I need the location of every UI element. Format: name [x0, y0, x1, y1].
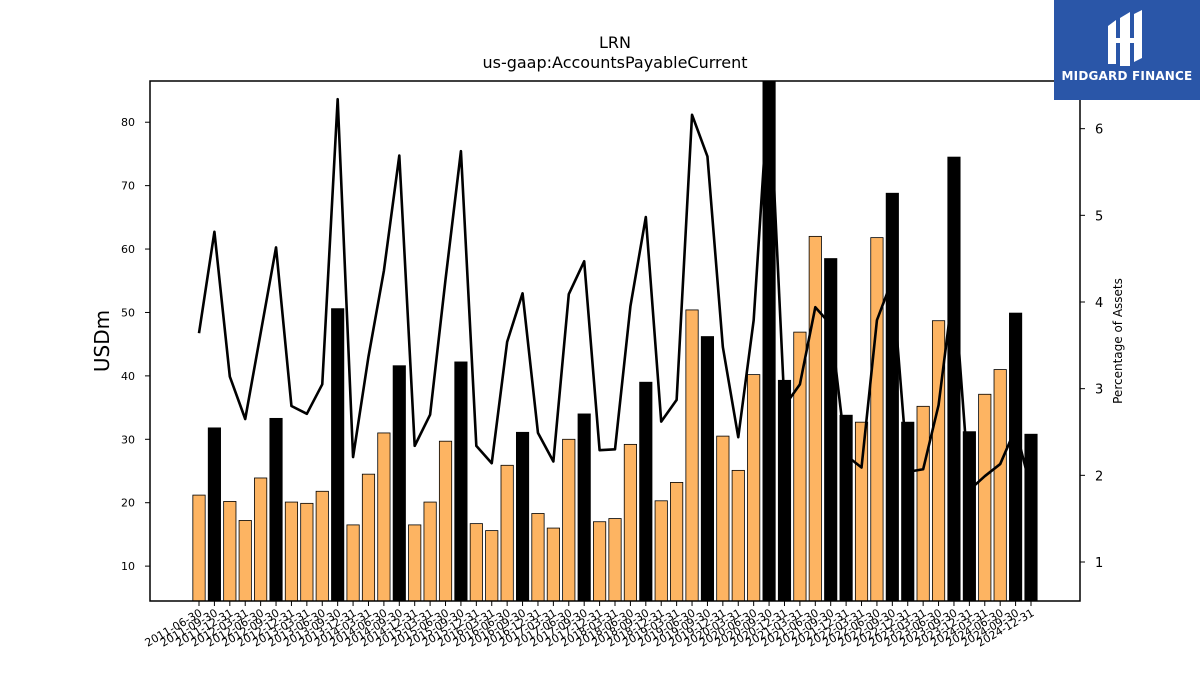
- bar-2023-12-31: [962, 431, 976, 602]
- bar-2018-12-31: [654, 500, 668, 602]
- y-tick-label: 50: [121, 306, 135, 319]
- bar-2014-03-31: [361, 473, 376, 602]
- bar-2021-03-31: [793, 331, 807, 602]
- right-axis-ticks: 1 2 3 4 5 6: [1080, 123, 1103, 571]
- bar-2012-03-31: [238, 520, 252, 602]
- bar-2015-03-31: [423, 501, 437, 602]
- y2-tick-label: 4: [1095, 296, 1103, 311]
- bar-2011-06-30: [192, 494, 206, 602]
- bar-2013-12-31: [346, 524, 360, 602]
- bar-2011-09-30: [207, 427, 221, 602]
- bar-series: [192, 80, 1038, 602]
- y2-tick-label: 5: [1095, 209, 1103, 224]
- bar-2014-09-30: [392, 365, 406, 602]
- bar-2019-03-31: [670, 482, 684, 602]
- bar-2020-06-30: [747, 374, 761, 602]
- bar-2015-09-30: [454, 361, 468, 602]
- bar-2014-12-31: [408, 524, 422, 602]
- y-tick-label: 40: [121, 370, 135, 383]
- y-tick-label: 60: [121, 243, 135, 256]
- percentage-of-assets-line: [197, 80, 1033, 492]
- y-tick-label: 20: [121, 497, 135, 510]
- bar-2020-12-31: [777, 379, 792, 602]
- y2-tick-label: 3: [1095, 383, 1103, 398]
- bar-2018-03-31: [608, 518, 622, 602]
- bar-2012-09-30: [269, 417, 283, 602]
- y2-axis-label: Percentage of Assets: [1111, 278, 1125, 404]
- y-tick-label: 10: [121, 560, 135, 573]
- y-tick-label: 70: [121, 180, 135, 193]
- bar-2016-06-30: [500, 464, 514, 602]
- bar-2017-06-30: [562, 438, 576, 602]
- chart-subtitle: us-gaap:AccountsPayableCurrent: [482, 53, 747, 72]
- y2-tick-label: 6: [1095, 123, 1103, 138]
- bar-2018-06-30: [623, 443, 637, 602]
- bar-2012-06-30: [254, 477, 268, 602]
- y2-tick-label: 1: [1095, 556, 1103, 571]
- bar-2024-06-30: [993, 369, 1007, 602]
- bar-2021-12-31: [839, 414, 853, 602]
- midgard-finance-logo: MIDGARD FINANCE: [1054, 0, 1200, 100]
- bar-2022-09-30: [885, 192, 899, 602]
- bar-2023-03-31: [916, 405, 930, 602]
- bar-2017-03-31: [546, 527, 560, 602]
- bar-2016-12-31: [531, 513, 545, 602]
- bar-2016-09-30: [515, 431, 530, 602]
- bar-2018-09-30: [639, 381, 653, 602]
- bar-2024-03-31: [978, 393, 992, 602]
- bar-2021-06-30: [808, 235, 822, 602]
- bar-2014-06-30: [377, 432, 391, 602]
- bar-2017-09-30: [577, 413, 591, 602]
- bar-2019-06-30: [685, 309, 699, 602]
- bar-2015-06-30: [438, 440, 453, 602]
- logo-text: MIDGARD FINANCE: [1061, 69, 1193, 83]
- bar-2017-12-31: [593, 521, 607, 602]
- x-axis-ticks: 2011-06-302011-09-302011-12-312012-03-31…: [143, 601, 1037, 650]
- bar-2016-03-31: [485, 530, 499, 602]
- left-axis-ticks: 10 20 30 40 50 60 70 80: [121, 116, 150, 573]
- bar-2019-12-31: [716, 435, 730, 602]
- y2-tick-label: 2: [1095, 469, 1103, 484]
- midgard-logo-icon: [1108, 10, 1142, 66]
- bar-2013-06-30: [315, 490, 329, 602]
- bar-2022-12-31: [901, 421, 915, 602]
- bar-2015-12-31: [469, 523, 483, 602]
- line-series: [197, 80, 1033, 492]
- y-axis-label: USDm: [90, 310, 114, 372]
- bar-2022-06-30: [870, 237, 884, 602]
- bar-2020-03-31: [731, 469, 745, 602]
- y-tick-label: 30: [121, 433, 135, 446]
- bar-2019-09-30: [700, 336, 715, 602]
- chart-title: LRN: [599, 33, 631, 52]
- bar-2013-09-30: [331, 308, 345, 602]
- bar-2012-12-31: [284, 501, 299, 602]
- bar-2013-03-31: [300, 502, 314, 602]
- bar-2011-12-31: [223, 501, 237, 602]
- bar-2024-09-30: [1009, 312, 1023, 602]
- bar-2021-09-30: [824, 258, 838, 602]
- bar-2024-12-31: [1024, 433, 1038, 602]
- y-tick-label: 80: [121, 116, 135, 129]
- bar-2023-09-30: [947, 156, 961, 602]
- bar-2022-03-31: [854, 421, 869, 602]
